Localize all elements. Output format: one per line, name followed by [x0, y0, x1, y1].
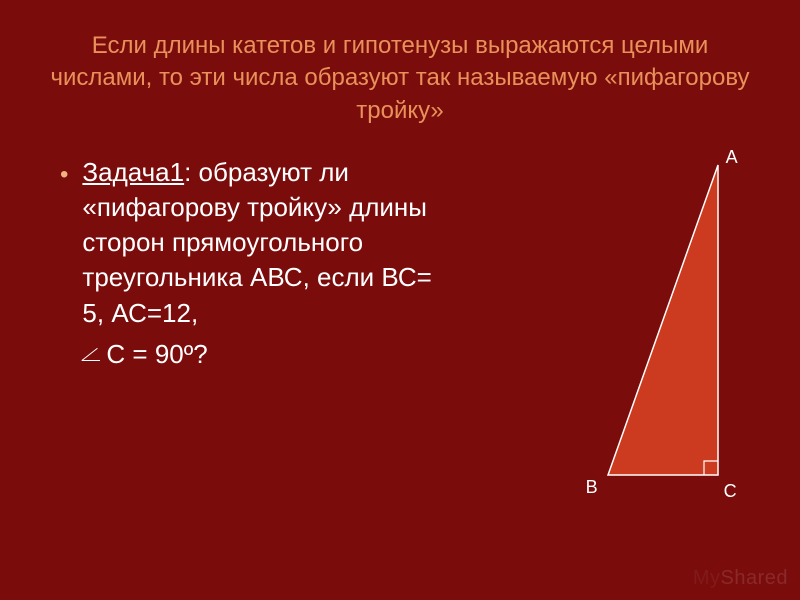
watermark: MyShared: [693, 567, 788, 590]
watermark-suffix: Shared: [721, 567, 789, 589]
problem-block: • Задача1: образуют ли «пифагорову тройк…: [40, 155, 458, 372]
angle-text: С = 90º?: [106, 337, 207, 372]
triangle-svg: [518, 155, 758, 515]
problem-text-wrap: Задача1: образуют ли «пифагорову тройку»…: [82, 155, 457, 372]
vertex-label-c: С: [724, 481, 737, 502]
vertex-label-b: В: [586, 477, 598, 498]
content-row: • Задача1: образуют ли «пифагорову тройк…: [40, 155, 760, 525]
watermark-prefix: My: [693, 567, 721, 589]
vertex-label-a: А: [726, 147, 738, 168]
bullet-dot-icon: •: [60, 159, 68, 372]
angle-line: С = 90º?: [82, 337, 457, 372]
figure: А В С: [458, 155, 760, 525]
problem-label: Задача1: [82, 157, 184, 187]
angle-icon: [82, 347, 100, 361]
problem-text: Задача1: образуют ли «пифагорову тройку»…: [82, 155, 457, 330]
triangle-wrap: А В С: [518, 155, 758, 515]
slide-title: Если длины катетов и гипотенузы выражают…: [40, 30, 760, 127]
slide: Если длины катетов и гипотенузы выражают…: [0, 0, 800, 600]
